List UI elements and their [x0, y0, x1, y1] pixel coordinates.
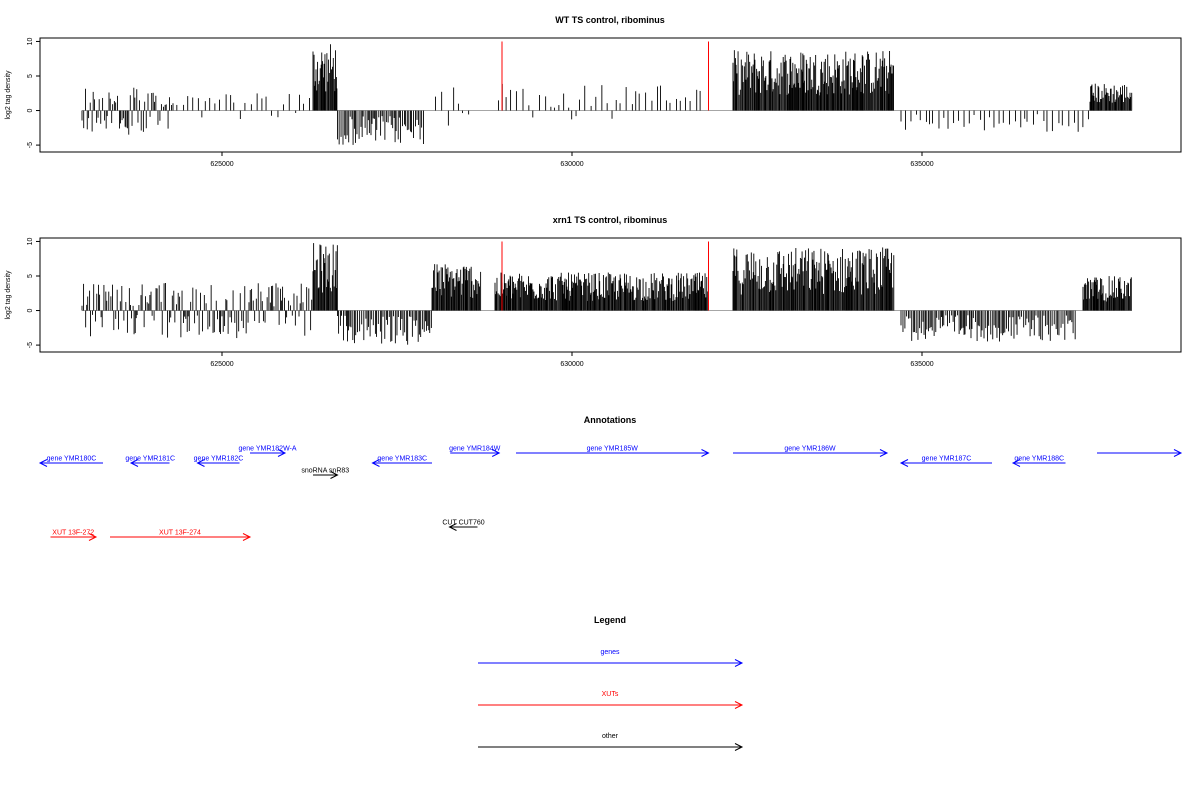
annotations-title: Annotations: [584, 415, 637, 425]
panel-xrn1-ts-control: xrn1 TS control, ribominus log2 tag dens…: [5, 215, 1182, 368]
gene-feature: gene YMR181C: [125, 456, 175, 467]
panel-wt-ts-control: WT TS control, ribominus log2 tag densit…: [5, 15, 1182, 168]
strand-arrowhead: [38, 459, 48, 467]
y-tick-label: 10: [27, 237, 34, 245]
xut-feature: XUT 13F-274: [110, 530, 252, 541]
y-tick-label: 5: [27, 74, 34, 78]
gene-feature: gene YMR185W: [516, 446, 710, 457]
x-tick-label: 625000: [210, 361, 233, 368]
legend-entries: genes XUTs other: [478, 649, 744, 751]
xut-feature: XUT 13F-272: [50, 530, 98, 541]
y-tick-label: -5: [27, 142, 34, 148]
plot-frame: [39, 237, 1182, 353]
legend-arrowhead: [734, 659, 744, 667]
y-axis-label: log2 tag density: [5, 270, 12, 320]
gene-feature: gene YMR187C: [899, 456, 992, 467]
legend-arrowhead: [734, 743, 744, 751]
strand-arrowhead: [129, 459, 139, 467]
legend-label: other: [602, 733, 619, 740]
plot-area: -5 0 5 10 625000 630000 635000: [27, 237, 1132, 368]
gene-feature: gene YMR183C: [371, 456, 432, 467]
x-tick-label: 630000: [560, 361, 583, 368]
legend-entry: XUTs: [478, 691, 744, 709]
legend-entry: other: [478, 733, 744, 751]
gene-label: gene YMR185W: [587, 446, 639, 453]
gene-label: gene YMR182C: [194, 456, 244, 463]
legend-title: Legend: [594, 615, 626, 625]
gene-feature: gene YMR188C: [1011, 456, 1066, 467]
strand-arrowhead: [277, 449, 287, 457]
strand-arrowhead: [242, 533, 252, 541]
strand-arrowhead: [899, 459, 909, 467]
legend-label: XUTs: [602, 691, 619, 698]
y-tick-label: -5: [27, 342, 34, 348]
other-label: CUT CUT760: [442, 520, 484, 527]
gene-feature: gene YMR182W-A: [238, 446, 297, 457]
gene-label: gene YMR184W: [449, 446, 501, 453]
annotation-features: gene YMR180C gene YMR181C gene YMR182C gene…: [38, 446, 1183, 541]
y-tick-label: 0: [27, 108, 34, 112]
y-tick-label: 5: [27, 274, 34, 278]
strand-arrowhead: [879, 449, 889, 457]
y-tick-label: 0: [27, 308, 34, 312]
strand-arrowhead: [1173, 449, 1183, 457]
panel-title: WT TS control, ribominus: [555, 15, 665, 25]
x-tick-label: 630000: [560, 161, 583, 168]
panel-title: xrn1 TS control, ribominus: [553, 215, 668, 225]
other-feature: CUT CUT760: [442, 520, 485, 531]
strand-arrowhead: [196, 459, 205, 467]
gene-label: gene YMR183C: [377, 456, 427, 463]
x-tick-label: 635000: [910, 161, 933, 168]
gene-label: gene YMR187C: [922, 456, 972, 463]
xut-label: XUT 13F-274: [159, 530, 201, 537]
strand-arrowhead: [491, 449, 501, 457]
plot-frame: [39, 37, 1182, 153]
gene-label: gene YMR188C: [1014, 456, 1064, 463]
strand-arrowhead: [448, 523, 457, 531]
plot-area: -5 0 5 10 625000 630000 635000: [27, 37, 1133, 168]
gene-feature: gene YMR182C: [194, 456, 244, 467]
gene-feature: [1097, 449, 1183, 457]
strand-arrowhead: [371, 459, 380, 467]
legend: Legend genes XUTs other: [478, 615, 744, 751]
gene-label: gene YMR180C: [47, 456, 97, 463]
gene-feature: gene YMR180C: [38, 456, 103, 467]
strand-arrowhead: [88, 533, 98, 541]
x-tick-label: 635000: [910, 361, 933, 368]
gene-label: gene YMR182W-A: [238, 446, 296, 453]
gene-feature: gene YMR186W: [733, 446, 889, 457]
x-tick-label: 625000: [210, 161, 233, 168]
strand-arrowhead: [701, 449, 710, 457]
other-label: snoRNA snR83: [301, 468, 349, 475]
xut-label: XUT 13F-272: [52, 530, 94, 537]
y-tick-label: 10: [27, 37, 34, 45]
gene-label: gene YMR181C: [125, 456, 175, 463]
legend-entry: genes: [478, 649, 744, 667]
legend-label: genes: [600, 649, 620, 656]
y-axis-label: log2 tag density: [5, 70, 12, 120]
legend-arrowhead: [734, 701, 744, 709]
strand-arrowhead: [330, 471, 339, 479]
gene-feature: gene YMR184W: [449, 446, 501, 457]
other-feature: snoRNA snR83: [301, 468, 349, 479]
strand-arrowhead: [1011, 459, 1021, 467]
annotations-panel: Annotations gene YMR180C gene YMR181C gene…: [38, 415, 1183, 541]
gene-label: gene YMR186W: [784, 446, 836, 453]
